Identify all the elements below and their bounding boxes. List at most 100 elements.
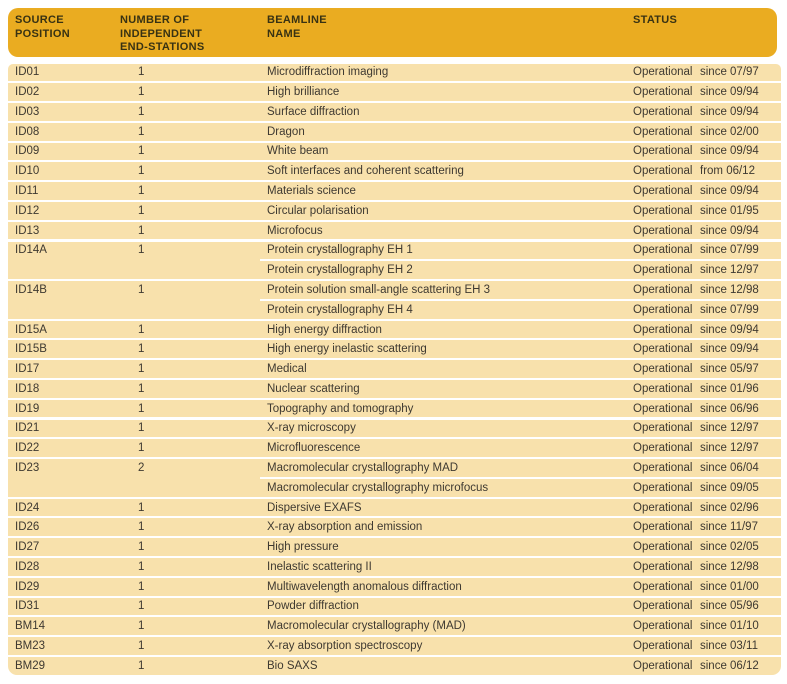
beamline-name-cell: High energy diffraction	[267, 323, 382, 336]
source-position-cell: ID23	[15, 461, 40, 474]
end-stations-cell: 1	[138, 105, 145, 118]
status-cell: Operational since 01/95	[633, 205, 781, 217]
source-position-cell: ID12	[15, 204, 40, 217]
status-label: Operational	[633, 422, 693, 435]
status-label: Operational	[633, 185, 693, 198]
end-stations-cell: 1	[138, 402, 145, 415]
status-label: Operational	[633, 264, 693, 277]
column-header-status: STATUS	[633, 14, 678, 26]
beamline-name-cell: Protein crystallography EH 2	[267, 264, 413, 277]
status-label: Operational	[633, 363, 693, 376]
source-position-cell: BM14	[15, 620, 46, 633]
status-label: Operational	[633, 461, 693, 474]
status-date: since 02/00	[700, 125, 759, 138]
status-cell: Operational since 02/05	[633, 541, 781, 553]
status-date: since 01/00	[700, 580, 759, 593]
beamline-name-cell: Topography and tomography	[267, 402, 414, 415]
status-cell: Operational since 12/97	[633, 442, 781, 454]
end-stations-cell: 2	[138, 461, 145, 474]
end-stations-cell: 1	[138, 363, 145, 376]
table-row: ID13 1 Microfocus Operational since 09/9…	[8, 221, 781, 240]
status-cell: Operational since 07/99	[633, 244, 781, 256]
status-label: Operational	[633, 382, 693, 395]
status-label: Operational	[633, 600, 693, 613]
status-label: Operational	[633, 145, 693, 158]
source-position-cell: ID09	[15, 145, 40, 158]
table-row: ID21 1 X-ray microscopy Operational sinc…	[8, 419, 781, 438]
status-label: Operational	[633, 244, 693, 257]
source-position-cell: ID01	[15, 66, 40, 79]
status-cell: Operational since 09/94	[633, 225, 781, 237]
end-stations-cell: 1	[138, 640, 145, 652]
status-date: since 07/99	[700, 244, 759, 257]
status-label: Operational	[633, 224, 693, 237]
table-row: ID19 1 Topography and tomography Operati…	[8, 399, 781, 418]
status-date: since 09/94	[700, 224, 759, 237]
end-stations-cell: 1	[138, 501, 145, 514]
status-cell: Operational since 06/04	[633, 462, 781, 474]
source-position-cell: ID27	[15, 541, 40, 554]
status-date: since 01/10	[700, 620, 759, 633]
end-stations-cell: 1	[138, 145, 145, 158]
status-label: Operational	[633, 481, 693, 494]
source-position-cell: ID29	[15, 580, 40, 593]
status-cell: Operational since 06/12	[633, 660, 781, 672]
source-position-cell: BM23	[15, 640, 46, 652]
end-stations-cell: 1	[138, 600, 145, 613]
status-label: Operational	[633, 86, 693, 99]
table-row: ID18 1 Nuclear scattering Operational si…	[8, 380, 781, 398]
status-date: since 12/97	[700, 422, 759, 435]
end-stations-cell: 1	[138, 125, 145, 138]
beamline-name-cell: Dragon	[267, 125, 305, 138]
end-stations-cell: 1	[138, 165, 145, 178]
table-row: ID27 1 High pressure Operational since 0…	[8, 538, 781, 556]
status-cell: Operational since 03/11	[633, 640, 781, 652]
column-header-source-position: SOURCE POSITION	[15, 14, 70, 40]
beamline-name-cell: Protein crystallography EH 1	[267, 244, 413, 257]
beamline-name-cell: Medical	[267, 363, 307, 376]
beamline-name-cell: X-ray microscopy	[267, 422, 356, 435]
beamline-name-cell: Protein solution small-angle scattering …	[267, 283, 491, 296]
beamline-name-cell: Protein crystallography EH 4	[267, 303, 413, 316]
status-cell: Operational since 01/00	[633, 581, 781, 593]
beamline-name-cell: White beam	[267, 145, 329, 158]
table-row: ID14A 1 Protein crystallography EH 1 Ope…	[8, 241, 781, 260]
status-date: since 12/98	[700, 283, 759, 296]
end-stations-cell: 1	[138, 580, 145, 593]
beamline-status-table: SOURCE POSITION NUMBER OF INDEPENDENT EN…	[8, 8, 781, 675]
status-date: since 09/94	[700, 343, 759, 356]
beamline-name-cell: Microfocus	[267, 224, 323, 237]
beamline-name-cell: Nuclear scattering	[267, 382, 360, 395]
status-cell: Operational since 09/94	[633, 185, 781, 197]
status-cell: Operational since 12/98	[633, 284, 781, 296]
beamline-name-cell: Microfluorescence	[267, 442, 361, 455]
table-row: ID11 1 Materials science Operational sin…	[8, 182, 781, 200]
source-position-cell: ID18	[15, 382, 40, 395]
status-label: Operational	[633, 580, 693, 593]
table-row: ID23 2 Macromolecular crystallography MA…	[8, 459, 781, 477]
beamline-name-cell: X-ray absorption and emission	[267, 521, 423, 534]
status-cell: Operational since 05/96	[633, 600, 781, 612]
beamline-name-cell: High brilliance	[267, 86, 340, 99]
source-position-cell: ID03	[15, 105, 40, 118]
status-cell: Operational since 09/94	[633, 106, 781, 118]
beamline-name-cell: Dispersive EXAFS	[267, 501, 362, 514]
end-stations-cell: 1	[138, 204, 145, 217]
beamline-name-cell: Multiwavelength anomalous diffraction	[267, 580, 462, 593]
beamline-name-cell: Macromolecular crystallography (MAD)	[267, 620, 466, 633]
status-date: since 09/94	[700, 185, 759, 198]
status-label: Operational	[633, 560, 693, 573]
end-stations-cell: 1	[138, 620, 145, 633]
status-date: since 11/97	[700, 521, 758, 534]
table-row: ID09 1 White beam Operational since 09/9…	[8, 142, 781, 161]
table-row: ID02 1 High brilliance Operational since…	[8, 83, 781, 101]
source-position-cell: ID15B	[15, 343, 47, 356]
status-cell: Operational since 02/00	[633, 126, 781, 138]
table-row: Protein crystallography EH 4 Operational…	[8, 298, 781, 319]
table-row: ID15A 1 High energy diffraction Operatio…	[8, 320, 781, 339]
status-date: since 07/99	[700, 303, 759, 316]
status-date: since 05/96	[700, 600, 759, 613]
end-stations-cell: 1	[138, 283, 145, 296]
table-row: Macromolecular crystallography microfocu…	[8, 476, 781, 497]
source-position-cell: ID13	[15, 224, 40, 237]
